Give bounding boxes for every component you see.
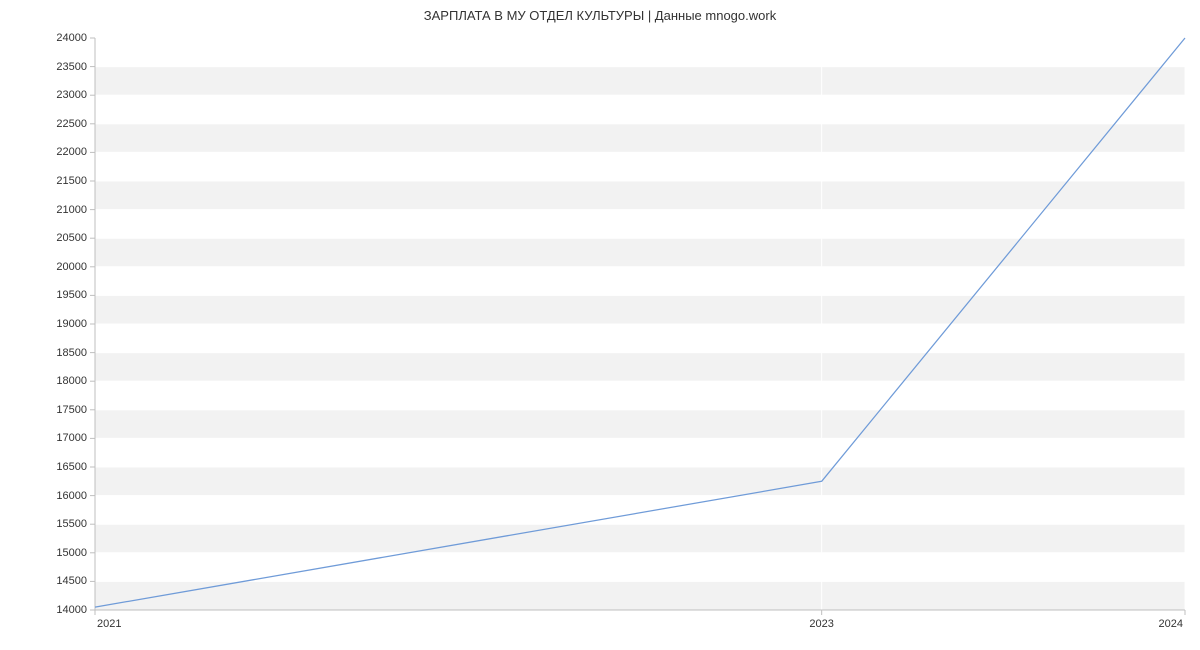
y-tick-label: 14500 [56, 575, 87, 587]
y-tick-label: 14000 [56, 604, 87, 616]
salary-chart: ЗАРПЛАТА В МУ ОТДЕЛ КУЛЬТУРЫ | Данные mn… [0, 0, 1200, 650]
y-tick-label: 18500 [56, 347, 87, 359]
y-tick-label: 16000 [56, 490, 87, 502]
plot-area [95, 38, 1185, 610]
y-tick-label: 22500 [56, 118, 87, 130]
chart-title: ЗАРПЛАТА В МУ ОТДЕЛ КУЛЬТУРЫ | Данные mn… [0, 8, 1200, 23]
y-tick-label: 16500 [56, 461, 87, 473]
x-tick-label: 2023 [809, 618, 833, 630]
y-tick-label: 22000 [56, 146, 87, 158]
y-tick-label: 19000 [56, 318, 87, 330]
y-tick-label: 20000 [56, 261, 87, 273]
y-tick-label: 20500 [56, 232, 87, 244]
y-tick-label: 19500 [56, 289, 87, 301]
y-tick-label: 21500 [56, 175, 87, 187]
x-tick-label: 2021 [97, 618, 121, 630]
x-tick-label: 2024 [1159, 618, 1183, 630]
y-tick-label: 17500 [56, 404, 87, 416]
plot-svg [95, 38, 1185, 610]
y-tick-label: 23000 [56, 89, 87, 101]
y-tick-label: 24000 [56, 32, 87, 44]
y-tick-label: 15500 [56, 518, 87, 530]
y-tick-label: 21000 [56, 204, 87, 216]
y-tick-label: 15000 [56, 547, 87, 559]
y-tick-label: 23500 [56, 61, 87, 73]
y-tick-label: 18000 [56, 375, 87, 387]
y-tick-label: 17000 [56, 432, 87, 444]
